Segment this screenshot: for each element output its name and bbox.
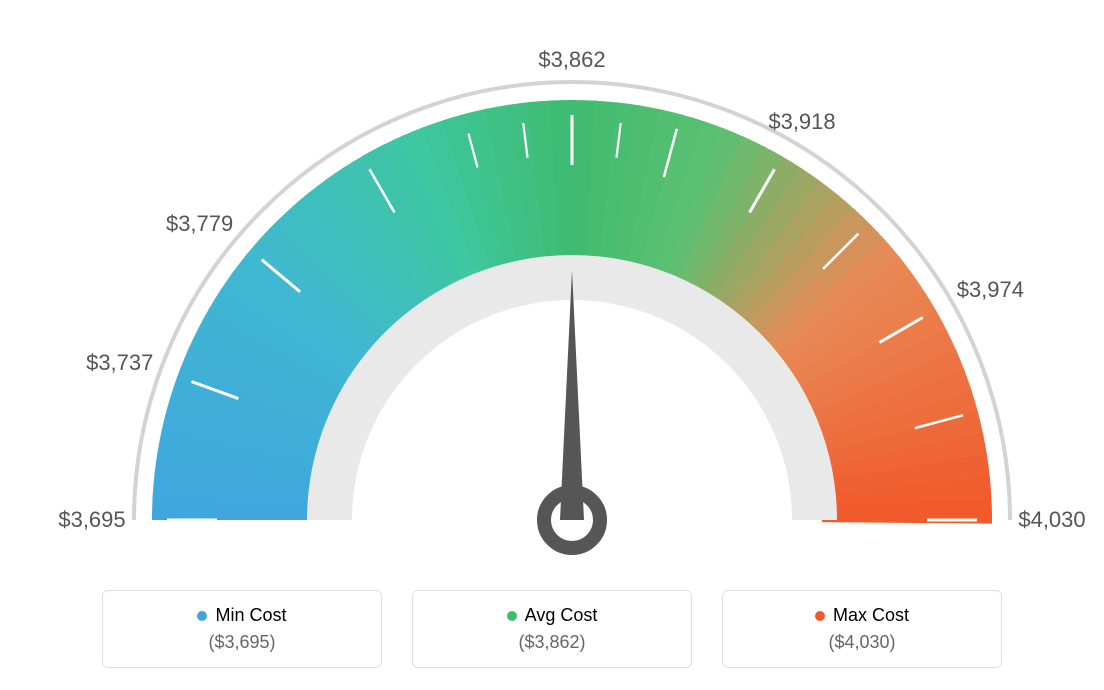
legend-dot-max xyxy=(815,611,825,621)
tick-label: $3,779 xyxy=(166,211,233,237)
legend-text-avg: Avg Cost xyxy=(525,605,598,626)
legend-card-avg: Avg Cost ($3,862) xyxy=(412,590,692,668)
tick-label: $4,030 xyxy=(1018,507,1085,533)
legend-text-min: Min Cost xyxy=(215,605,286,626)
legend-value-avg: ($3,862) xyxy=(441,632,663,653)
legend-card-max: Max Cost ($4,030) xyxy=(722,590,1002,668)
legend-label-max: Max Cost xyxy=(751,605,973,626)
gauge-svg xyxy=(20,20,1104,580)
legend-text-max: Max Cost xyxy=(833,605,909,626)
legend-card-min: Min Cost ($3,695) xyxy=(102,590,382,668)
legend-value-min: ($3,695) xyxy=(131,632,353,653)
legend-value-max: ($4,030) xyxy=(751,632,973,653)
tick-label: $3,695 xyxy=(58,507,125,533)
cost-gauge-widget: $3,695 $3,737 $3,779 $3,862 $3,918 $3,974 $4,0… xyxy=(0,0,1104,690)
legend-dot-avg xyxy=(507,611,517,621)
tick-label: $3,974 xyxy=(957,277,1024,303)
legend-label-avg: Avg Cost xyxy=(441,605,663,626)
legend-label-min: Min Cost xyxy=(131,605,353,626)
legend-dot-min xyxy=(197,611,207,621)
tick-label: $3,918 xyxy=(768,109,835,135)
legend-row: Min Cost ($3,695) Avg Cost ($3,862) Max … xyxy=(20,590,1084,668)
tick-label: $3,737 xyxy=(86,350,153,376)
gauge-chart: $3,695 $3,737 $3,779 $3,862 $3,918 $3,974 $4,0… xyxy=(20,20,1084,580)
tick-label: $3,862 xyxy=(538,47,605,73)
